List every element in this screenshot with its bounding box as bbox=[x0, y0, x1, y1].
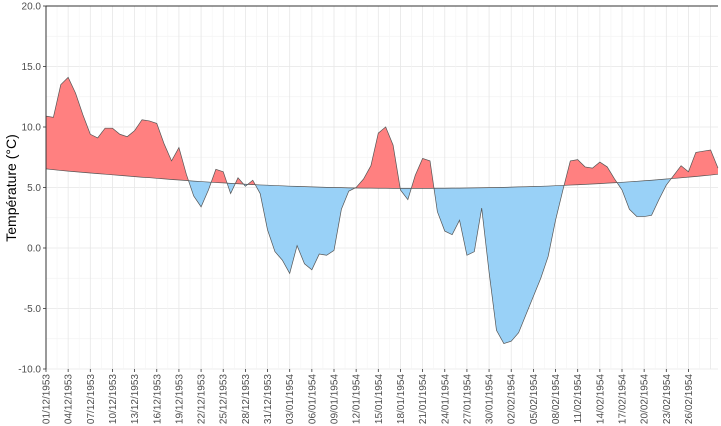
y-tick-label: -10.0 bbox=[18, 365, 41, 376]
warm-anomaly-area bbox=[46, 77, 189, 181]
x-tick-label: 10/12/1953 bbox=[108, 374, 119, 424]
cold-anomaly-area bbox=[188, 180, 212, 207]
x-tick-label: 25/12/1953 bbox=[219, 374, 230, 424]
y-tick-label: 15.0 bbox=[22, 62, 42, 73]
warm-anomaly-area bbox=[564, 159, 618, 186]
x-tick-label: 06/01/1954 bbox=[307, 374, 318, 424]
x-tick-label: 11/02/1954 bbox=[573, 374, 584, 424]
x-tick-label: 24/01/1954 bbox=[440, 374, 451, 424]
x-tick-label: 12/01/1954 bbox=[352, 374, 363, 424]
y-tick-label: -5.0 bbox=[24, 304, 42, 315]
y-tick-label: 5.0 bbox=[27, 183, 41, 194]
x-tick-label: 20/02/1954 bbox=[640, 374, 651, 424]
y-tick-label: 20.0 bbox=[22, 2, 42, 13]
x-tick-label: 07/12/1953 bbox=[86, 374, 97, 424]
x-tick-label: 04/12/1953 bbox=[64, 374, 75, 424]
x-tick-label: 28/12/1953 bbox=[241, 374, 252, 424]
cold-anomaly-area bbox=[255, 184, 356, 274]
x-tick-label: 01/12/1953 bbox=[42, 374, 53, 424]
x-tick-label: 26/02/1954 bbox=[684, 374, 695, 424]
warm-anomaly-area bbox=[671, 149, 718, 179]
anomaly-areas bbox=[46, 77, 718, 344]
x-tick-label: 02/02/1954 bbox=[507, 374, 518, 424]
x-tick-label: 31/12/1953 bbox=[263, 374, 274, 424]
warm-anomaly-area bbox=[355, 127, 401, 189]
x-tick-label: 18/01/1954 bbox=[396, 374, 407, 424]
warm-anomaly-area bbox=[411, 158, 434, 189]
y-tick-label: 10.0 bbox=[22, 123, 42, 134]
cold-anomaly-area bbox=[617, 178, 672, 217]
x-tick-label: 09/01/1954 bbox=[330, 374, 341, 424]
y-tick-label: 0.0 bbox=[27, 244, 41, 255]
x-tick-label: 14/02/1954 bbox=[595, 374, 606, 424]
x-tick-label: 13/12/1953 bbox=[130, 374, 141, 424]
series-lines bbox=[45, 76, 719, 345]
reference-line bbox=[45, 168, 719, 189]
x-tick-label: 16/12/1953 bbox=[152, 374, 163, 424]
x-tick-label: 03/01/1954 bbox=[285, 374, 296, 424]
cold-anomaly-area bbox=[433, 185, 565, 344]
cold-anomaly-area bbox=[243, 184, 248, 187]
y-tick-labels: -10.0 -5.0 0.0 5.0 10.0 15.0 20.0 bbox=[18, 2, 46, 376]
x-tick-label: 21/01/1954 bbox=[418, 374, 429, 424]
cold-anomaly-area bbox=[227, 183, 236, 194]
x-tick-label: 27/01/1954 bbox=[462, 374, 473, 424]
x-tick-labels: 01/12/1953 04/12/1953 07/12/1953 10/12/1953… bbox=[42, 369, 695, 424]
x-tick-label: 30/01/1954 bbox=[485, 374, 496, 424]
x-tick-label: 23/02/1954 bbox=[662, 374, 673, 424]
warm-anomaly-area bbox=[211, 169, 228, 184]
x-tick-label: 22/12/1953 bbox=[197, 374, 208, 424]
x-tick-label: 19/12/1953 bbox=[174, 374, 185, 424]
observed-line bbox=[45, 76, 719, 345]
y-axis-label: Température (°C) bbox=[3, 134, 19, 242]
x-tick-label: 15/01/1954 bbox=[374, 374, 385, 424]
x-tick-label: 17/02/1954 bbox=[618, 374, 629, 424]
x-tick-label: 05/02/1954 bbox=[529, 374, 540, 424]
x-tick-label: 08/02/1954 bbox=[551, 374, 562, 424]
